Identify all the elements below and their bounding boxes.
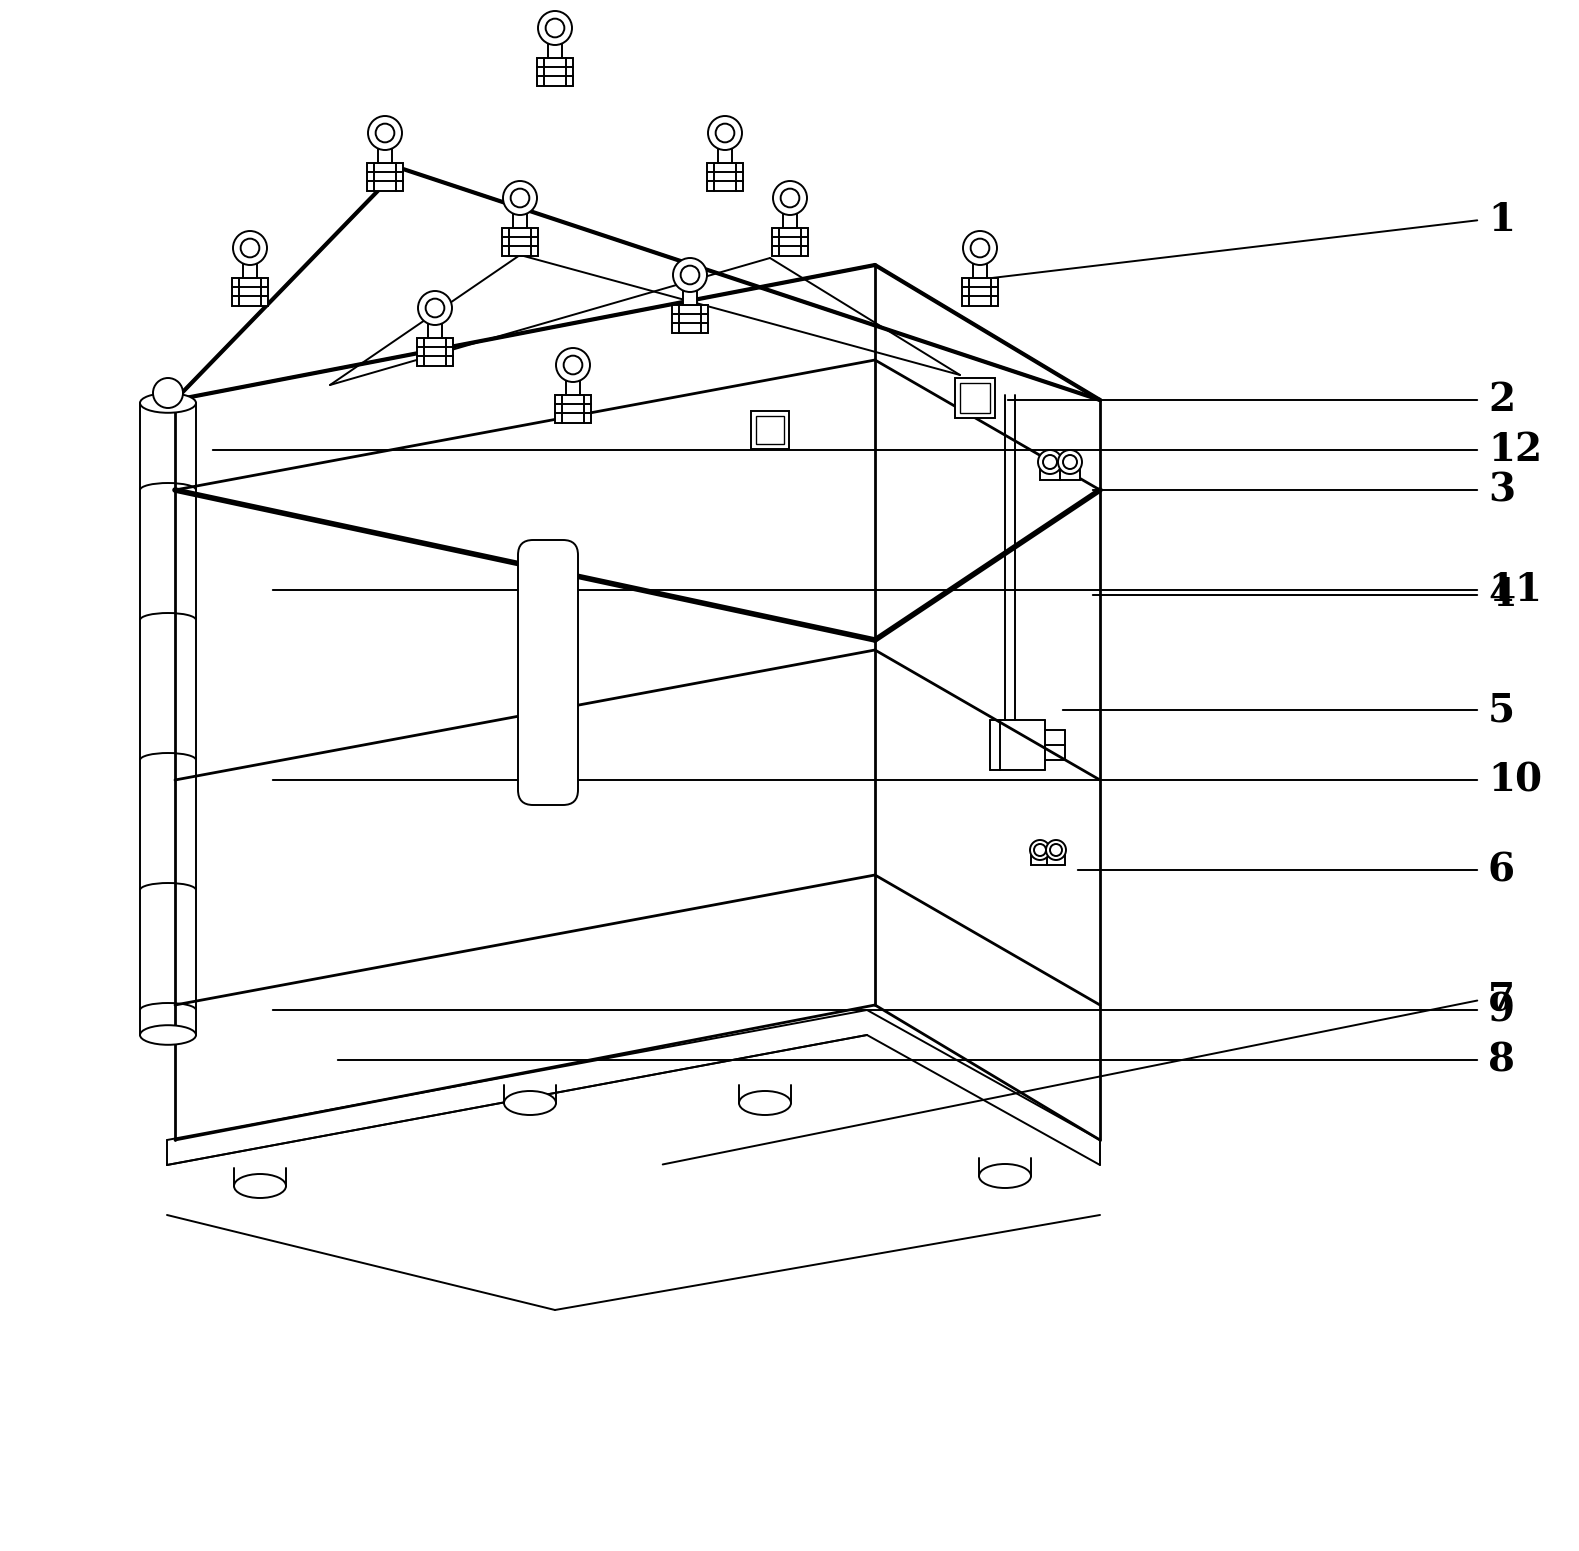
Circle shape <box>1050 844 1063 856</box>
Bar <box>1041 462 1060 479</box>
Circle shape <box>968 391 982 405</box>
Circle shape <box>763 423 777 437</box>
Bar <box>377 133 392 163</box>
Bar <box>718 133 733 163</box>
Text: 5: 5 <box>1487 692 1516 729</box>
Text: 12: 12 <box>1487 431 1543 468</box>
Text: 6: 6 <box>1487 851 1516 889</box>
Circle shape <box>234 231 267 265</box>
Circle shape <box>780 189 799 208</box>
Bar <box>428 309 442 338</box>
Circle shape <box>1063 454 1077 468</box>
Circle shape <box>1034 844 1045 856</box>
Bar <box>673 306 707 333</box>
Circle shape <box>1058 450 1082 475</box>
Ellipse shape <box>141 394 196 413</box>
Text: 4: 4 <box>1487 575 1516 614</box>
Bar <box>756 416 785 444</box>
Circle shape <box>240 239 259 257</box>
Circle shape <box>715 124 734 143</box>
Ellipse shape <box>739 1090 791 1115</box>
Bar <box>707 163 744 191</box>
Bar <box>960 383 990 413</box>
Circle shape <box>538 11 572 45</box>
Circle shape <box>774 181 807 216</box>
Bar <box>962 278 998 306</box>
Text: 10: 10 <box>1487 762 1543 799</box>
Circle shape <box>546 19 564 37</box>
Circle shape <box>1030 841 1050 859</box>
Circle shape <box>376 124 395 143</box>
Circle shape <box>1045 841 1066 859</box>
Bar <box>1047 850 1064 865</box>
Bar <box>565 364 579 396</box>
Ellipse shape <box>234 1174 286 1197</box>
Bar <box>502 228 538 256</box>
Circle shape <box>153 378 183 408</box>
Circle shape <box>426 299 444 318</box>
Bar <box>973 248 987 278</box>
Circle shape <box>681 265 699 284</box>
Bar <box>243 248 257 278</box>
Text: 1: 1 <box>1487 202 1514 239</box>
Bar <box>682 275 698 306</box>
Circle shape <box>1037 450 1063 475</box>
Bar <box>783 199 797 228</box>
Bar <box>554 396 591 423</box>
Circle shape <box>971 239 990 257</box>
Bar <box>366 163 403 191</box>
Bar <box>417 338 453 366</box>
Circle shape <box>418 292 452 326</box>
Text: 8: 8 <box>1487 1041 1514 1079</box>
Bar <box>1031 850 1048 865</box>
Bar <box>537 57 573 85</box>
FancyBboxPatch shape <box>518 540 578 805</box>
Text: 9: 9 <box>1487 991 1516 1028</box>
Circle shape <box>963 231 996 265</box>
Bar <box>752 411 790 448</box>
Bar <box>232 278 268 306</box>
Text: 11: 11 <box>1487 571 1543 610</box>
Circle shape <box>504 181 537 216</box>
Ellipse shape <box>141 1025 196 1045</box>
Circle shape <box>673 257 707 292</box>
Bar <box>513 199 527 228</box>
Circle shape <box>1044 454 1056 468</box>
Text: 2: 2 <box>1487 382 1516 419</box>
Text: 3: 3 <box>1487 472 1516 509</box>
Bar <box>955 378 995 419</box>
Bar <box>772 228 808 256</box>
Bar <box>1060 462 1080 479</box>
Text: 7: 7 <box>1487 980 1516 1019</box>
Circle shape <box>368 116 403 150</box>
Bar <box>548 28 562 57</box>
Ellipse shape <box>979 1163 1031 1188</box>
Circle shape <box>510 189 529 208</box>
Circle shape <box>707 116 742 150</box>
Ellipse shape <box>504 1090 556 1115</box>
Circle shape <box>564 355 583 374</box>
Circle shape <box>556 347 591 382</box>
